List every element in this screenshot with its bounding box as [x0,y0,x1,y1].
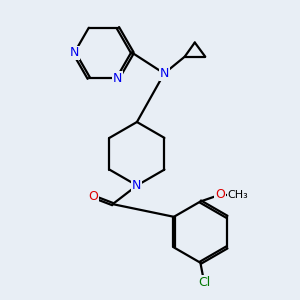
Text: O: O [88,190,98,203]
Text: N: N [132,179,142,192]
Text: CH₃: CH₃ [227,190,248,200]
Text: O: O [215,188,225,201]
Text: N: N [160,67,169,80]
Text: N: N [70,46,79,59]
Text: Cl: Cl [198,276,210,289]
Text: N: N [113,72,123,85]
